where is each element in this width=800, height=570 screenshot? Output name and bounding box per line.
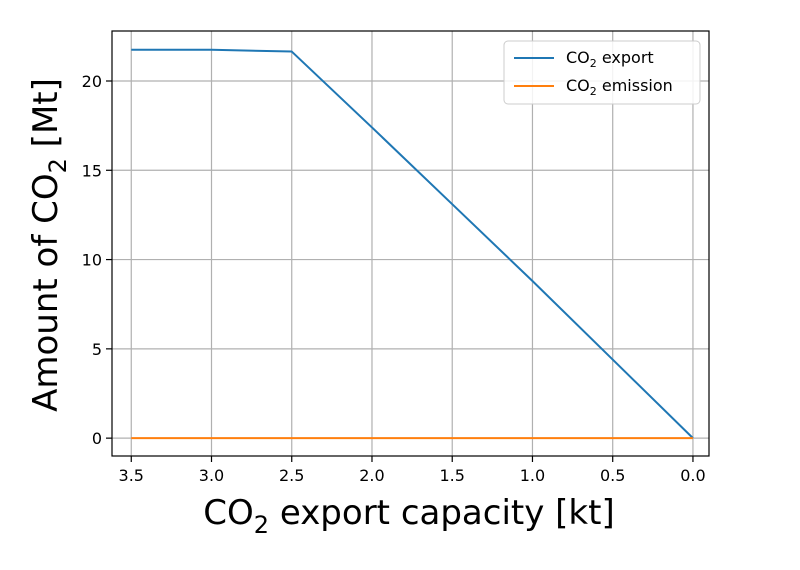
legend-label-co2-emission: CO2 emission <box>566 76 673 98</box>
x-tick-label: 0.0 <box>680 466 705 485</box>
legend-label-co2-export-post: export <box>597 48 654 67</box>
ticks: 3.5 3.0 2.5 2.0 1.5 1.0 0.5 0.0 0 5 10 15 20 <box>82 72 706 485</box>
x-axis-title-sub: 2 <box>254 511 269 539</box>
y-tick-label: 5 <box>92 340 102 359</box>
legend-label-co2-emission-pre: CO <box>566 76 590 95</box>
x-tick-label: 3.0 <box>199 466 224 485</box>
legend-label-co2-export-pre: CO <box>566 48 590 67</box>
x-tick-label: 2.0 <box>359 466 384 485</box>
legend-label-co2-export: CO2 export <box>566 48 654 70</box>
y-axis-title: Amount of CO2 [Mt] <box>26 78 72 412</box>
plot-frame <box>111 30 710 457</box>
x-axis-title: CO2 export capacity [kt] <box>203 493 614 539</box>
x-tick-label: 1.5 <box>439 466 464 485</box>
x-tick-label: 0.5 <box>600 466 625 485</box>
legend: CO2 export CO2 emission <box>503 40 701 105</box>
y-tick-label: 20 <box>82 72 102 91</box>
x-tick-label: 2.5 <box>279 466 304 485</box>
legend-box <box>503 40 701 105</box>
series-line-co2-export <box>131 48 694 439</box>
legend-label-co2-emission-sub: 2 <box>590 85 597 98</box>
y-tick-label: 0 <box>92 429 102 448</box>
y-tick-label: 10 <box>82 251 102 270</box>
y-axis-title-pre: Amount of CO <box>26 173 66 412</box>
y-axis-title-sub: 2 <box>44 158 72 173</box>
series-layer <box>131 48 694 440</box>
legend-label-co2-emission-post: emission <box>597 76 673 95</box>
legend-label-co2-export-sub: 2 <box>590 57 597 70</box>
x-tick-label: 1.0 <box>520 466 545 485</box>
y-axis-title-post: [Mt] <box>26 78 66 158</box>
x-axis-title-post: export capacity [kt] <box>269 493 615 533</box>
x-tick-label: 3.5 <box>119 466 144 485</box>
x-axis-title-pre: CO <box>203 493 254 533</box>
y-tick-label: 15 <box>82 161 102 180</box>
